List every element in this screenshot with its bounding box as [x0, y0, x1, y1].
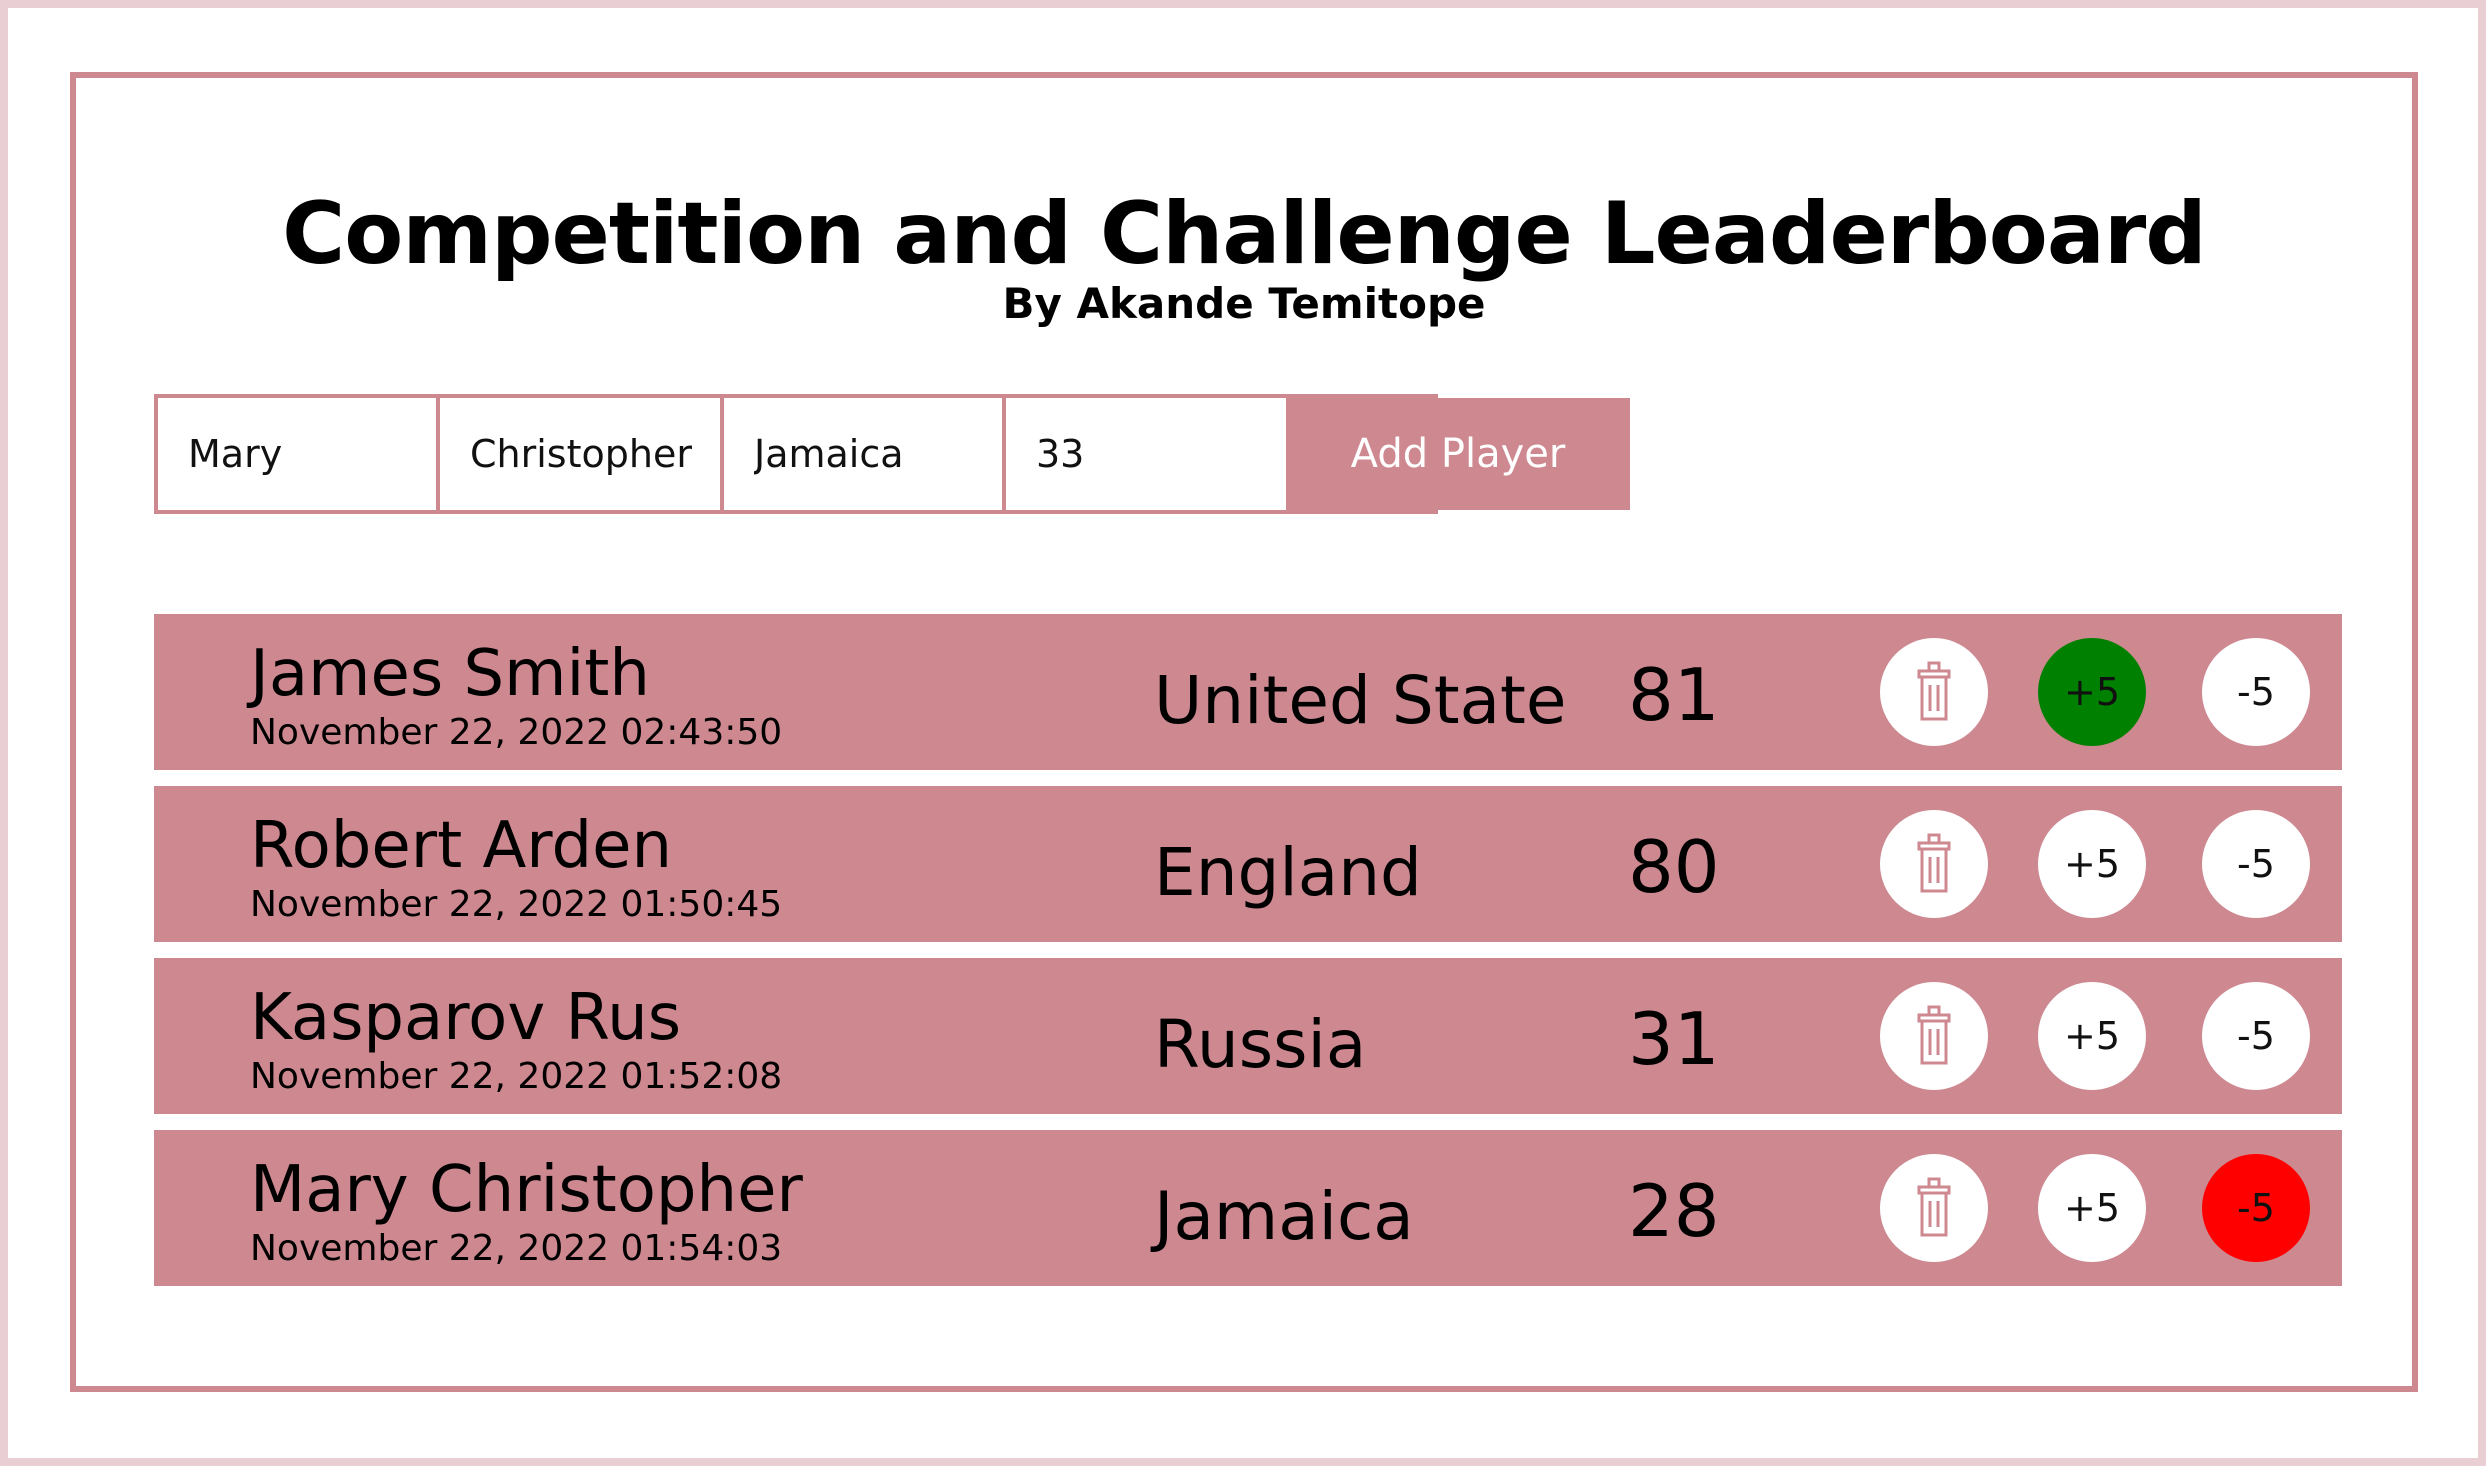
player-date: November 22, 2022 01:52:08 — [250, 1056, 783, 1097]
subtract-five-button[interactable]: -5 — [2202, 982, 2310, 1090]
add-five-button[interactable]: +5 — [2038, 1154, 2146, 1262]
delete-player-button[interactable] — [1880, 810, 1988, 918]
add-five-button[interactable]: +5 — [2038, 982, 2146, 1090]
page-subtitle: By Akande Temitope — [1002, 279, 1486, 328]
subtract-five-button[interactable]: -5 — [2202, 638, 2310, 746]
trash-icon — [1917, 661, 1951, 721]
delete-player-button[interactable] — [1880, 982, 1988, 1090]
page-title: Competition and Challenge Leaderboard — [282, 184, 2207, 284]
leaderboard-card: Competition and Challenge Leaderboard By… — [70, 72, 2418, 1392]
player-country: United State — [1154, 662, 1567, 739]
player-name: Robert Arden — [250, 809, 673, 883]
delete-player-button[interactable] — [1880, 1154, 1988, 1262]
player-score: 80 — [1628, 825, 1720, 909]
player-row: Kasparov Rus November 22, 2022 01:52:08 … — [154, 958, 2342, 1114]
add-five-button[interactable]: +5 — [2038, 810, 2146, 918]
trash-icon — [1917, 1005, 1951, 1065]
player-score: 28 — [1628, 1169, 1720, 1253]
player-name: James Smith — [250, 637, 650, 711]
trash-icon — [1917, 833, 1951, 893]
player-row: Robert Arden November 22, 2022 01:50:45 … — [154, 786, 2342, 942]
player-row: Mary Christopher November 22, 2022 01:54… — [154, 1130, 2342, 1286]
player-row: James Smith November 22, 2022 02:43:50 U… — [154, 614, 2342, 770]
player-date: November 22, 2022 01:54:03 — [250, 1228, 783, 1269]
subtract-five-button[interactable]: -5 — [2202, 1154, 2310, 1262]
player-name: Mary Christopher — [250, 1153, 803, 1227]
player-country: Jamaica — [1154, 1178, 1414, 1255]
player-name: Kasparov Rus — [250, 981, 682, 1055]
leaderboard-list: James Smith November 22, 2022 02:43:50 U… — [154, 614, 2342, 1302]
player-score: 31 — [1628, 997, 1720, 1081]
add-player-button[interactable]: Add Player — [1286, 398, 1630, 510]
player-country: England — [1154, 834, 1422, 911]
player-score: 81 — [1628, 653, 1720, 737]
delete-player-button[interactable] — [1880, 638, 1988, 746]
subtract-five-button[interactable]: -5 — [2202, 810, 2310, 918]
add-five-button[interactable]: +5 — [2038, 638, 2146, 746]
trash-icon — [1917, 1177, 1951, 1237]
player-date: November 22, 2022 02:43:50 — [250, 712, 783, 753]
player-date: November 22, 2022 01:50:45 — [250, 884, 783, 925]
player-country: Russia — [1154, 1006, 1367, 1083]
